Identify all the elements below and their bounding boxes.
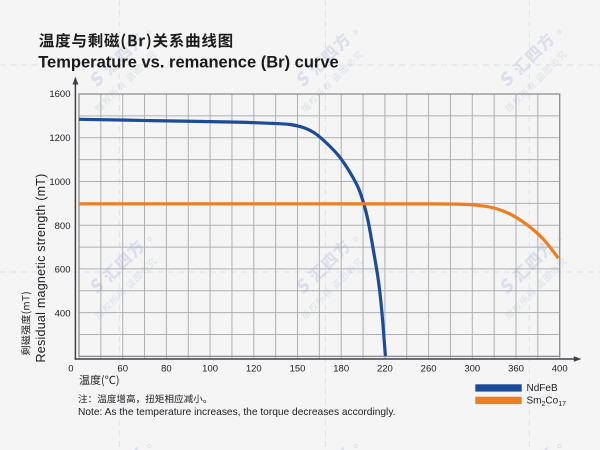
svg-text:NdFeB: NdFeB [527,383,558,394]
svg-text:400: 400 [55,309,71,320]
svg-text:1200: 1200 [49,133,70,144]
svg-text:1000: 1000 [49,177,70,188]
svg-text:Sm2Co17: Sm2Co17 [527,396,567,408]
svg-text:Residual magnetic strength (mT: Residual magnetic strength (mT) [34,173,48,362]
svg-text:180: 180 [333,363,349,374]
svg-text:800: 800 [55,221,71,232]
svg-text:600: 600 [55,265,71,276]
svg-text:260: 260 [421,363,437,374]
svg-text:60: 60 [117,363,128,374]
svg-text:360: 360 [508,363,524,374]
svg-text:150: 150 [290,363,306,374]
svg-text:400: 400 [552,363,568,374]
svg-text:1600: 1600 [49,89,70,100]
svg-text:220: 220 [377,363,393,374]
svg-text:100: 100 [202,363,218,374]
svg-text:80: 80 [161,363,172,374]
svg-text:Note: As the temperature incre: Note: As the temperature increases, the … [78,407,396,418]
svg-text:Temperature vs. remanence (Br): Temperature vs. remanence (Br) curve [38,53,339,71]
svg-text:300: 300 [464,363,480,374]
svg-text:120: 120 [246,363,262,374]
svg-text:0: 0 [68,363,73,374]
